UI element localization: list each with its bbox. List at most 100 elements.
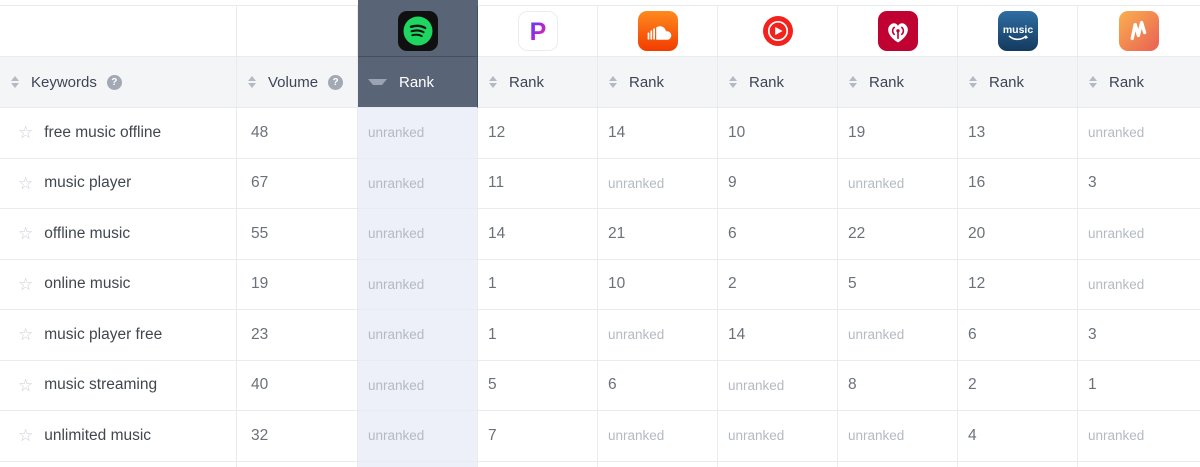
rank-cell-soundcloud: 21 [598,209,718,260]
rank-value: unranked [368,226,425,242]
help-icon[interactable]: ? [106,74,122,90]
rank-cell-amazon-music: 6 [958,310,1078,361]
rank-cell-pandora: 1 [478,259,598,310]
rank-header-spotify[interactable]: Rank [358,57,478,108]
top-strip-cell [718,0,838,6]
rank-value: unranked [848,327,905,343]
partial-cell [838,461,958,467]
spotify-icon [397,11,438,51]
table-row: ☆ music player 67 unranked 11 unranked 9… [0,158,1200,209]
sort-desc-icon[interactable] [368,79,387,85]
top-strip-cell [1078,0,1200,6]
empty-volume-icon-cell [237,6,358,57]
rank-cell-iheartradio: 19 [838,108,958,159]
rank-value: unranked [728,428,785,444]
top-strip-cell [958,0,1078,6]
rank-header-youtube-music[interactable]: Rank [718,57,838,108]
rank-header-musi[interactable]: Rank [1078,57,1200,108]
rank-cell-amazon-music: 12 [958,259,1078,310]
volume-value: 67 [251,174,269,192]
star-icon[interactable]: ☆ [18,325,34,345]
app-column-iheartradio[interactable] [838,6,958,57]
rank-value: unranked [728,377,785,393]
sort-icon[interactable] [488,76,497,88]
app-column-amazon-music[interactable]: music [958,6,1078,57]
sort-icon[interactable] [728,76,737,88]
sort-icon[interactable] [848,76,857,88]
rank-cell-musi: unranked [1078,108,1200,159]
partial-cell [478,461,598,467]
rank-value: 2 [968,376,977,394]
volume-header[interactable]: Volume ? [237,57,358,108]
sort-icon[interactable] [247,76,256,88]
rank-value: 6 [728,224,737,242]
app-column-pandora[interactable]: P [478,6,598,57]
partial-cell [598,461,718,467]
rank-header-soundcloud[interactable]: Rank [598,57,718,108]
rank-cell-musi: 3 [1078,158,1200,209]
rank-value: 5 [848,275,857,293]
rank-value: unranked [368,125,425,141]
app-column-youtube-music[interactable] [718,6,838,57]
rank-value: unranked [368,377,425,393]
rank-cell-pandora: 5 [478,360,598,411]
rank-cell-amazon-music: 4 [958,411,1078,462]
rank-header-label: Rank [399,73,435,91]
rank-value: 1 [1088,376,1097,394]
top-strip-cell [237,0,358,6]
top-strip-cell [598,0,718,6]
keyword-label: free music offline [44,123,162,141]
star-icon[interactable]: ☆ [18,173,34,193]
keyword-cell: ☆ music player free [0,310,237,361]
star-icon[interactable]: ☆ [18,123,34,143]
keyword-label: online music [44,275,131,293]
volume-cell: 32 [237,411,358,462]
volume-value: 55 [251,224,269,242]
partial-cell-spotify [358,461,478,467]
rank-cell-iheartradio: 5 [838,259,958,310]
app-column-spotify[interactable] [358,6,478,57]
rank-cell-youtube-music: unranked [718,411,838,462]
app-column-musi[interactable] [1078,6,1200,57]
rank-value: 5 [488,376,497,394]
rank-value: 3 [1088,174,1097,192]
rank-value: unranked [368,428,425,444]
star-icon[interactable]: ☆ [18,224,34,244]
star-icon[interactable]: ☆ [18,375,34,395]
youtube-music-icon [757,11,798,51]
rank-header-pandora[interactable]: Rank [478,57,598,108]
partial-row [0,461,1200,467]
help-icon[interactable]: ? [328,74,344,90]
rank-header-label: Rank [749,73,785,91]
star-icon[interactable]: ☆ [18,426,34,446]
rank-cell-spotify: unranked [358,209,478,260]
rank-value: 14 [488,224,506,242]
sort-icon[interactable] [608,76,617,88]
app-column-soundcloud[interactable] [598,6,718,57]
rank-header-amazon-music[interactable]: Rank [958,57,1078,108]
rank-cell-amazon-music: 13 [958,108,1078,159]
table-row: ☆ unlimited music 32 unranked 7 unranked… [0,411,1200,462]
rank-value: 9 [728,174,737,192]
volume-cell: 19 [237,259,358,310]
rank-header-label: Rank [509,73,545,91]
top-strip [0,0,1200,6]
rank-cell-musi: 1 [1078,360,1200,411]
keywords-header-label: Keywords [31,73,97,91]
rank-cell-musi: 3 [1078,310,1200,361]
sort-icon[interactable] [968,76,977,88]
rank-value: 3 [1088,325,1097,343]
star-icon[interactable]: ☆ [18,274,34,294]
rank-cell-iheartradio: unranked [838,310,958,361]
sort-icon[interactable] [1088,76,1097,88]
app-icons-row: P [0,6,1200,57]
sort-icon[interactable] [10,76,19,88]
rank-header-label: Rank [989,73,1025,91]
keywords-header[interactable]: Keywords ? [0,57,237,108]
soundcloud-icon [637,11,678,51]
rank-header-iheartradio[interactable]: Rank [838,57,958,108]
keyword-label: unlimited music [44,426,152,444]
rank-value: 4 [968,426,977,444]
keyword-cell: ☆ music player [0,158,237,209]
rank-cell-musi: unranked [1078,259,1200,310]
